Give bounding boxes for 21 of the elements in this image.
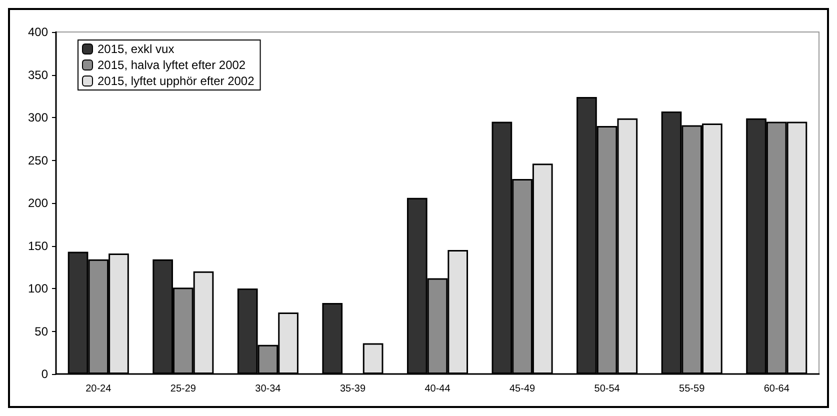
x-tick-label: 45-49: [509, 384, 536, 394]
x-tick-label: 40-44: [424, 384, 451, 394]
y-tick-label: 250: [28, 153, 48, 168]
x-tick-label: 55-59: [679, 384, 706, 394]
y-tick-label: 100: [28, 282, 48, 296]
y-tick-label: 200: [28, 196, 48, 210]
legend-label: 2015, lyftet upphör efter 2002: [98, 74, 255, 88]
x-tick-label: 35-39: [340, 384, 366, 394]
x-tick-label: 30-34: [255, 384, 282, 394]
x-tick-label: 50-54: [594, 384, 620, 394]
y-tick-label: 350: [28, 68, 48, 82]
legend-label: 2015, exkl vux: [98, 42, 174, 56]
y-tick-label: 400: [28, 25, 48, 39]
x-tick-label: 20-24: [86, 384, 112, 394]
x-tick-label: 60-64: [764, 384, 790, 394]
y-tick-label: 300: [28, 110, 48, 124]
y-tick-label: 150: [28, 238, 48, 253]
y-tick-label: 50: [34, 324, 48, 338]
y-tick-label: 0: [41, 367, 48, 381]
legend-label: 2015, halva lyftet efter 2002: [98, 58, 246, 72]
x-tick-label: 25-29: [170, 384, 196, 394]
